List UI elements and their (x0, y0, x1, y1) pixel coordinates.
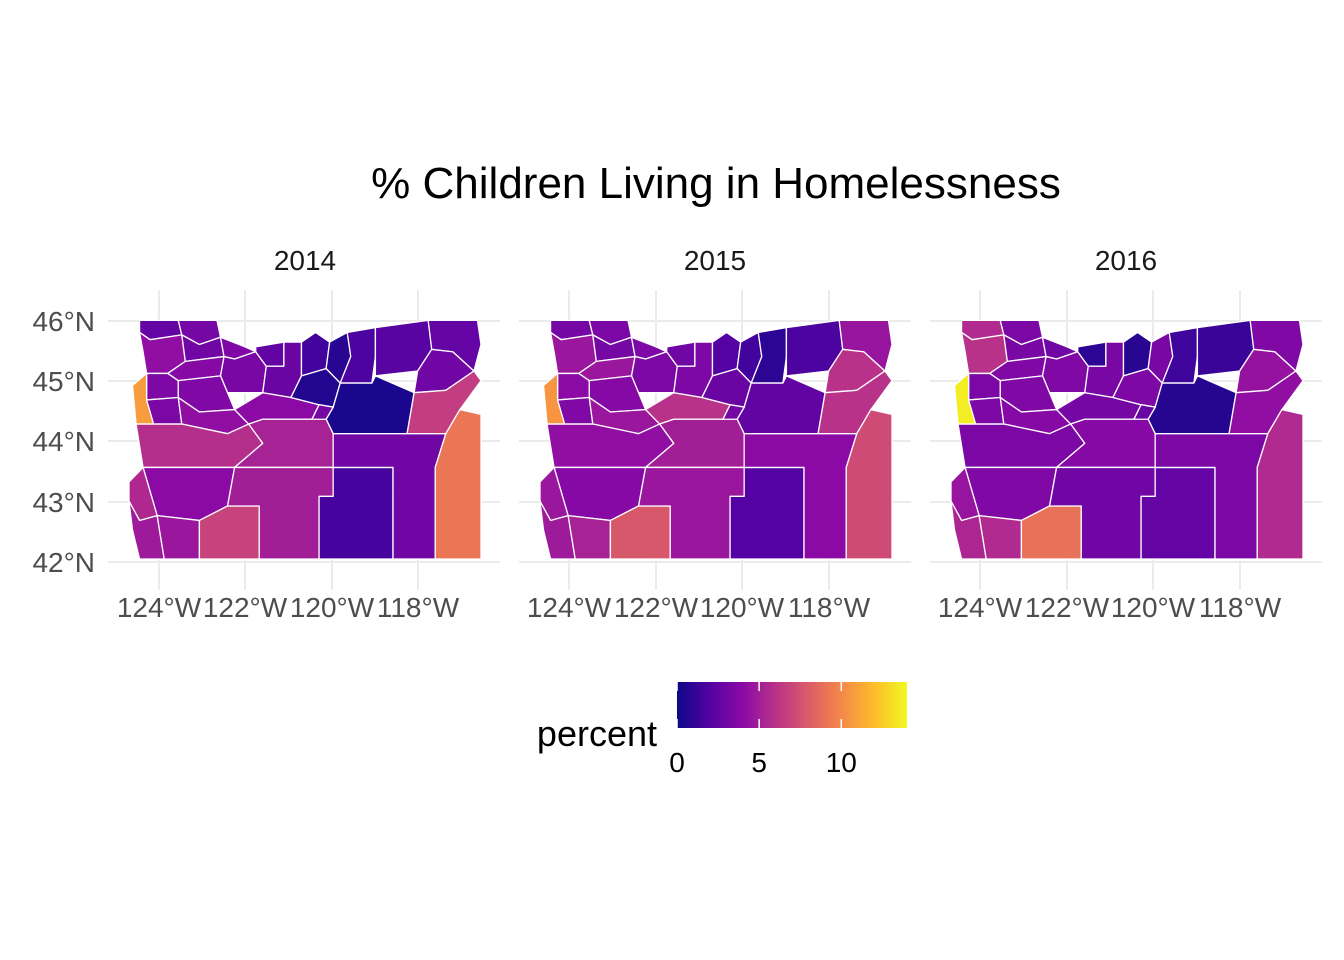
y-tick-label: 45°N (32, 366, 95, 397)
county-benton (969, 398, 1004, 425)
county-josephine (568, 516, 610, 559)
oregon-county-map (951, 320, 1303, 559)
county-malheur (435, 410, 481, 559)
county-polk (969, 373, 1001, 400)
county-crook (723, 405, 744, 419)
facet-panel-2015: 2015 124°W 122°W 120°W 118°W (519, 245, 911, 623)
facet-strip-label: 2015 (684, 245, 746, 276)
county-malheur (1257, 410, 1303, 559)
facet-panel-2014: 2014 124°W 122°W 120°W 118°W (108, 245, 500, 623)
x-tick-label: 122°W (614, 592, 699, 623)
color-legend: percent 0 5 10 (537, 682, 907, 778)
county-josephine (157, 516, 199, 559)
county-polk (147, 373, 179, 400)
x-tick-label: 120°W (700, 592, 785, 623)
y-tick-label: 42°N (32, 547, 95, 578)
oregon-county-map (540, 320, 892, 559)
legend-tick-label: 10 (826, 747, 857, 778)
facet-strip-label: 2014 (274, 245, 336, 276)
y-tick-label: 46°N (32, 306, 95, 337)
legend-tick-label: 0 (669, 747, 685, 778)
county-josephine (979, 516, 1021, 559)
x-tick-label: 124°W (938, 592, 1023, 623)
x-tick-label: 120°W (290, 592, 375, 623)
county-benton (558, 398, 593, 425)
x-tick-label: 122°W (1025, 592, 1110, 623)
x-tick-label: 122°W (203, 592, 288, 623)
facet-panel-2016: 2016 124°W 122°W 120°W 118°W (930, 245, 1322, 623)
county-polk (558, 373, 590, 400)
county-crook (1134, 405, 1155, 419)
x-tick-label: 118°W (788, 592, 871, 623)
county-benton (147, 398, 182, 425)
y-axis: 46°N 45°N 44°N 43°N 42°N (32, 306, 95, 578)
county-crook (312, 405, 333, 419)
county-malheur (846, 410, 892, 559)
y-tick-label: 44°N (32, 426, 95, 457)
x-tick-label: 124°W (117, 592, 202, 623)
x-tick-label: 118°W (1199, 592, 1282, 623)
chart-title: % Children Living in Homelessness (371, 159, 1061, 208)
legend-colorbar (677, 682, 907, 728)
y-tick-label: 43°N (32, 487, 95, 518)
oregon-county-map (129, 320, 481, 559)
x-tick-label: 120°W (1111, 592, 1196, 623)
legend-title: percent (537, 713, 657, 754)
legend-tick-label: 5 (751, 747, 767, 778)
x-tick-label: 118°W (377, 592, 460, 623)
facet-strip-label: 2016 (1095, 245, 1157, 276)
x-tick-label: 124°W (527, 592, 612, 623)
